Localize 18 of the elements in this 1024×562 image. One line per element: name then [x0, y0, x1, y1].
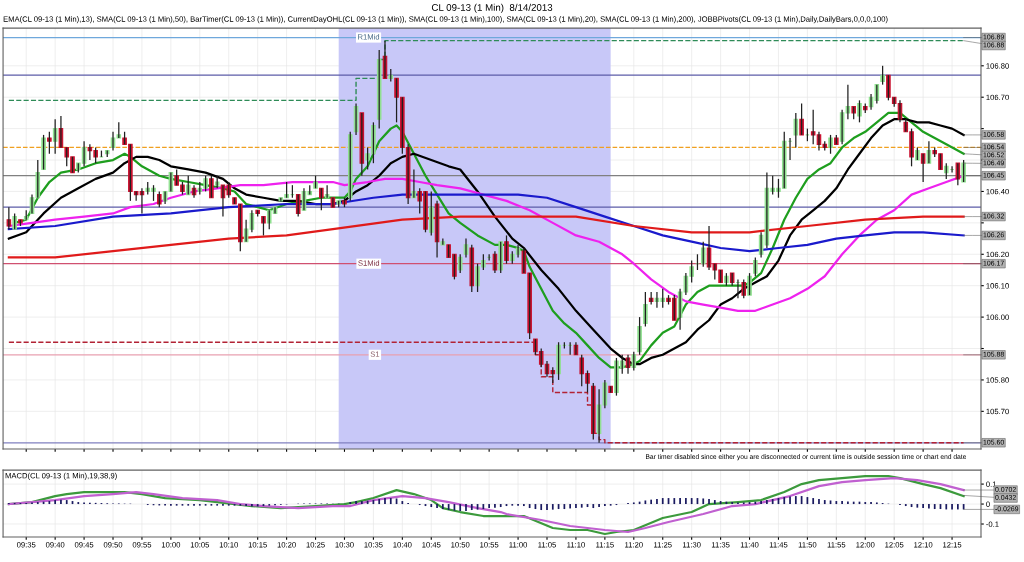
candlestick	[41, 134, 46, 171]
candlestick	[52, 118, 58, 155]
candlestick	[799, 102, 804, 136]
candlestick	[747, 272, 752, 296]
candlestick	[47, 131, 52, 155]
candlestick	[828, 134, 833, 155]
candlestick	[857, 99, 862, 123]
chart-title: CL 09-13 (1 Min) 8/14/2013	[431, 3, 553, 13]
candlestick	[753, 256, 758, 277]
candlestick	[295, 193, 301, 218]
candlestick	[631, 351, 637, 372]
candlestick	[741, 278, 747, 299]
candlestick	[261, 215, 266, 237]
candlestick	[457, 253, 463, 274]
line-series	[7, 193, 965, 253]
candlestick	[498, 241, 504, 274]
line-series	[7, 215, 965, 259]
candlestick	[330, 197, 336, 208]
